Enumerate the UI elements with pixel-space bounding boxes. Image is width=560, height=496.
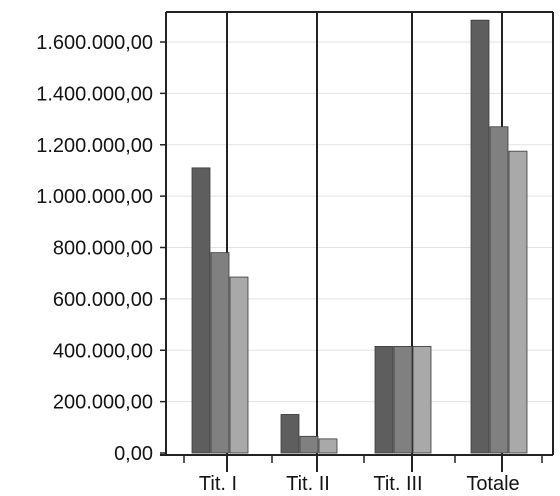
y-tick-label: 1.000.000,00 (36, 186, 153, 208)
x-category-label: Tit. II (286, 473, 330, 495)
bar (393, 345, 413, 454)
y-tick-label: 1.400.000,00 (36, 83, 153, 105)
y-tick-label: 200.000,00 (53, 392, 153, 414)
bar (280, 414, 300, 454)
y-tick-label: 800.000,00 (53, 238, 153, 260)
x-category-label: Tit. I (199, 473, 237, 495)
bar (374, 345, 394, 454)
bar (508, 150, 528, 454)
y-tick-label: 400.000,00 (53, 340, 153, 362)
x-category-label: Tit. III (373, 473, 422, 495)
bar (412, 345, 432, 454)
bar (470, 19, 490, 454)
bar (318, 438, 338, 454)
y-tick-label: 0,00 (114, 443, 153, 465)
y-tick-label: 1.200.000,00 (36, 135, 153, 157)
bar (299, 435, 319, 454)
bar (489, 126, 509, 454)
bar (229, 276, 249, 454)
x-category-label: Totale (466, 473, 519, 495)
bar (191, 167, 211, 454)
bar (210, 252, 230, 454)
y-tick-label: 600.000,00 (53, 289, 153, 311)
y-tick-label: 1.600.000,00 (36, 32, 153, 54)
